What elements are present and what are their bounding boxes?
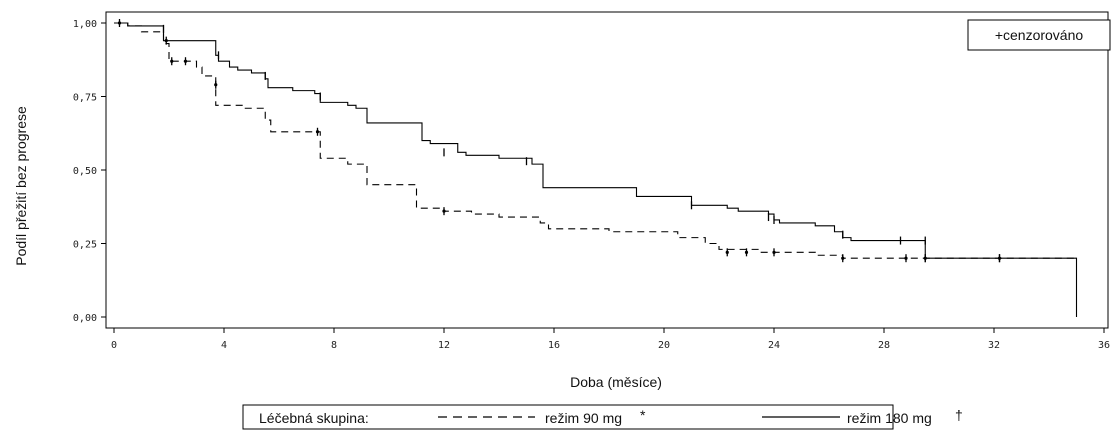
censor-dot — [772, 250, 776, 254]
censor-dot — [442, 209, 446, 213]
censor-dot — [315, 130, 320, 134]
censor-dot — [214, 83, 218, 87]
series-layer — [114, 19, 1078, 317]
legend-symbol-180mg: † — [955, 407, 963, 423]
x-tick-label: 36 — [1098, 340, 1110, 351]
x-tick-label: 0 — [111, 340, 117, 351]
x-tick-label: 4 — [221, 340, 227, 351]
x-tick-label: 20 — [658, 340, 670, 351]
legend-label-90mg: režim 90 mg — [545, 410, 622, 426]
y-axis-title: Podíl přežití bez progrese — [13, 106, 29, 266]
y-tick-label: 0,75 — [73, 93, 97, 104]
plot-frame — [105, 11, 1109, 329]
censor-dot — [725, 250, 729, 254]
x-tick-label: 24 — [768, 340, 780, 351]
censor-dot — [744, 250, 749, 254]
y-tick-label: 0,50 — [73, 166, 97, 177]
tick-layer: 0 4 8 12 16 20 24 28 32 36 0,00 0,25 0,50 0,75 1,00 — [73, 19, 1110, 351]
plot-border — [105, 11, 1109, 329]
x-tick-label: 32 — [988, 340, 1000, 351]
series-line-180mg — [114, 22, 1078, 317]
censor-legend-label: +cenzorováno — [995, 27, 1084, 43]
legend-title: Léčebná skupina: — [259, 410, 369, 426]
y-tick-label: 0,00 — [73, 313, 97, 324]
censor-legend: +cenzorováno — [967, 19, 1111, 51]
treatment-legend: Léčebná skupina: režim 90 mg * režim 180… — [242, 404, 963, 430]
x-tick-label: 12 — [438, 340, 450, 351]
x-axis-title: Doba (měsíce) — [570, 374, 662, 390]
x-tick-label: 28 — [878, 340, 890, 351]
legend-label-180mg: režim 180 mg — [847, 410, 932, 426]
y-tick-label: 1,00 — [73, 19, 97, 30]
legend-symbol-90mg: * — [640, 407, 646, 423]
y-tick-label: 0,25 — [73, 240, 97, 251]
x-tick-label: 16 — [548, 340, 560, 351]
censor-dot — [170, 59, 174, 63]
censor-dot — [183, 59, 188, 63]
series-line-90mg — [114, 22, 1077, 259]
censor-dot — [841, 256, 845, 260]
x-tick-label: 8 — [331, 340, 337, 351]
censor-dot — [904, 256, 908, 260]
